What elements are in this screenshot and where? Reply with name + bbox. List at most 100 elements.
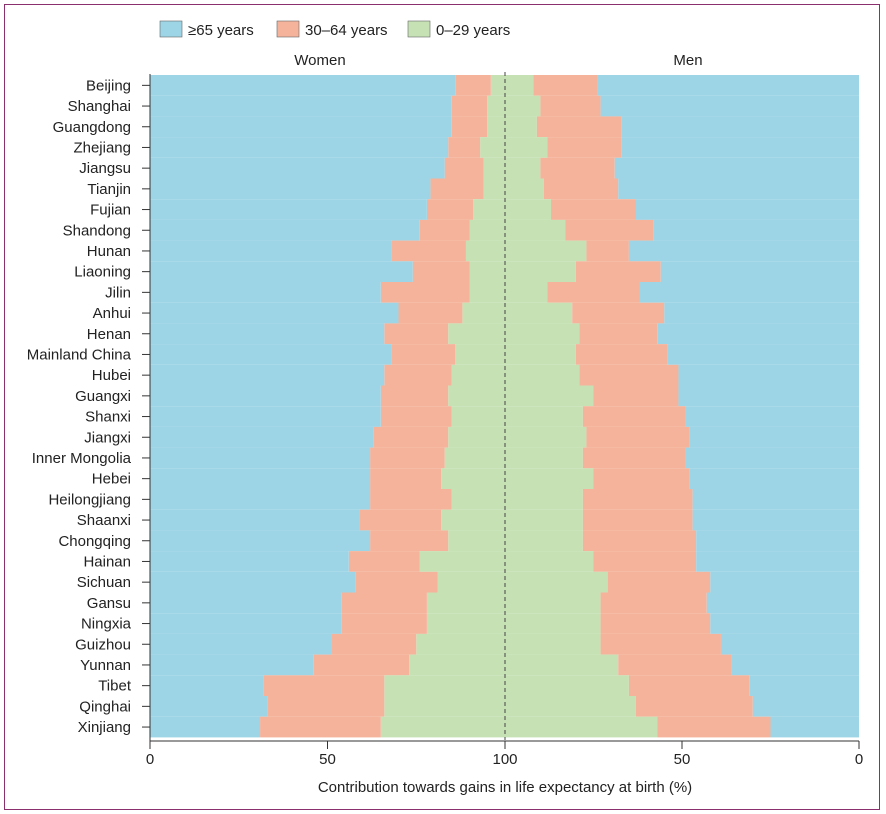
bar-men-30-64-ningxia — [600, 613, 711, 634]
bar-men-65plus-yunnan — [731, 654, 859, 676]
bar-women-30-64-mainland-china — [391, 344, 456, 365]
legend-swatch-0-29 — [407, 20, 431, 38]
bar-men-0-29-heilongjiang — [505, 489, 583, 510]
bar-men-30-64-fujian — [551, 199, 636, 220]
bar-men-30-64-jiangsu — [540, 157, 615, 179]
bar-men-30-64-beijing — [533, 75, 598, 96]
x-tick-label-3: 50 — [674, 751, 691, 768]
bar-men-0-29-jiangsu — [505, 157, 541, 179]
bar-women-0-29-tianjin — [483, 178, 505, 200]
bar-men-30-64-guangdong — [536, 116, 622, 138]
bar-women-0-29-henan — [448, 323, 505, 345]
x-axis-title: Contribution towards gains in life expec… — [318, 779, 692, 796]
bar-women-0-29-jiangxi — [448, 426, 505, 448]
bar-women-65plus-sichuan — [150, 571, 356, 593]
bar-men-65plus-ningxia — [710, 613, 859, 634]
bar-men-65plus-shandong — [653, 219, 859, 241]
bar-women-30-64-tianjin — [430, 178, 484, 200]
bar-women-0-29-anhui — [462, 302, 505, 324]
bar-men-30-64-hainan — [593, 551, 697, 572]
row-label-zhejiang: Zhejiang — [73, 139, 131, 156]
row-label-shanxi: Shanxi — [85, 409, 131, 426]
bar-women-30-64-liaoning — [412, 261, 470, 282]
bar-men-0-29-tianjin — [505, 178, 544, 200]
bar-women-0-29-hebei — [441, 468, 505, 489]
figure-frame — [4, 4, 880, 810]
row-label-jiangsu: Jiangsu — [79, 160, 131, 177]
bar-men-65plus-guizhou — [720, 633, 859, 655]
bar-women-30-64-shanxi — [380, 406, 452, 427]
bar-men-0-29-hunan — [505, 240, 587, 262]
bar-women-30-64-tibet — [263, 675, 385, 696]
bar-men-0-29-tibet — [505, 675, 629, 696]
bar-women-30-64-guangxi — [380, 385, 449, 407]
bar-women-30-64-shaanxi — [359, 509, 442, 531]
bar-women-30-64-gansu — [341, 592, 427, 614]
bar-women-0-29-shanghai — [487, 95, 505, 117]
row-label-guangdong: Guangdong — [53, 119, 131, 136]
x-tick-label-2: 100 — [492, 751, 517, 768]
row-label-gansu: Gansu — [87, 595, 131, 612]
bar-women-30-64-hunan — [391, 240, 466, 262]
bar-men-65plus-hubei — [678, 364, 859, 386]
bar-women-65plus-hebei — [150, 468, 371, 489]
row-label-jilin: Jilin — [105, 284, 131, 301]
bar-women-65plus-chongqing — [150, 530, 371, 552]
bar-women-65plus-guangxi — [150, 385, 381, 407]
bar-women-30-64-jiangsu — [444, 157, 484, 179]
bar-women-65plus-heilongjiang — [150, 489, 371, 510]
bar-men-65plus-zhejiang — [621, 137, 859, 158]
bar-women-30-64-jiangxi — [373, 426, 449, 448]
bar-men-0-29-shaanxi — [505, 509, 583, 531]
bar-men-65plus-shanghai — [600, 95, 859, 117]
bar-men-0-29-hubei — [505, 364, 580, 386]
province-labels: Beijing Shanghai Guangdong Zhejiang Jiangsu T… — [27, 77, 150, 736]
bar-men-30-64-shanghai — [540, 95, 601, 117]
row-label-xinjiang: Xinjiang — [78, 719, 131, 736]
bar-women-0-29-gansu — [426, 592, 505, 614]
bar-men-65plus-chongqing — [696, 530, 859, 552]
bar-women-30-64-anhui — [398, 302, 463, 324]
bar-women-65plus-guizhou — [150, 633, 332, 655]
bar-men-30-64-hubei — [579, 364, 679, 386]
bar-women-0-29-xinjiang — [380, 716, 505, 738]
bar-men-65plus-shanxi — [685, 406, 859, 427]
row-label-inner-mongolia: Inner Mongolia — [32, 450, 132, 467]
bar-women-0-29-zhejiang — [480, 137, 505, 158]
bar-men-30-64-inner-mongolia — [582, 447, 686, 469]
bar-women-30-64-yunnan — [313, 654, 410, 676]
bar-women-65plus-ningxia — [150, 613, 342, 634]
bar-men-0-29-zhejiang — [505, 137, 548, 158]
row-label-guangxi: Guangxi — [75, 388, 131, 405]
bar-women-65plus-shanxi — [150, 406, 381, 427]
bar-women-0-29-jiangsu — [483, 157, 505, 179]
bar-women-0-29-guangdong — [487, 116, 505, 138]
row-label-hainan: Hainan — [83, 553, 131, 570]
bar-men-65plus-beijing — [597, 75, 859, 96]
bar-women-65plus-shaanxi — [150, 509, 360, 531]
bar-women-65plus-shandong — [150, 219, 420, 241]
row-label-chongqing: Chongqing — [58, 533, 131, 550]
bar-women-0-29-sichuan — [437, 571, 505, 593]
bar-women-65plus-tianjin — [150, 178, 431, 200]
bars-group — [150, 75, 859, 738]
bar-men-65plus-inner-mongolia — [685, 447, 859, 469]
bar-women-65plus-inner-mongolia — [150, 447, 371, 469]
row-label-jiangxi: Jiangxi — [84, 429, 131, 446]
bar-men-0-29-shanxi — [505, 406, 583, 427]
bar-men-65plus-shaanxi — [692, 509, 859, 531]
panel-title-men: Men — [673, 52, 702, 69]
bar-men-30-64-henan — [579, 323, 658, 345]
bar-men-30-64-tibet — [628, 675, 750, 696]
bar-women-30-64-heilongjiang — [370, 489, 452, 510]
bar-men-0-29-inner-mongolia — [505, 447, 583, 469]
bar-men-0-29-jiangxi — [505, 426, 587, 448]
bar-men-0-29-sichuan — [505, 571, 608, 593]
row-label-sichuan: Sichuan — [77, 574, 131, 591]
bar-men-65plus-liaoning — [660, 261, 859, 282]
bar-women-0-29-qinghai — [384, 696, 505, 717]
row-label-anhui: Anhui — [93, 305, 131, 322]
legend-label-0-29: 0–29 years — [436, 22, 510, 39]
bar-men-65plus-jilin — [639, 282, 859, 303]
